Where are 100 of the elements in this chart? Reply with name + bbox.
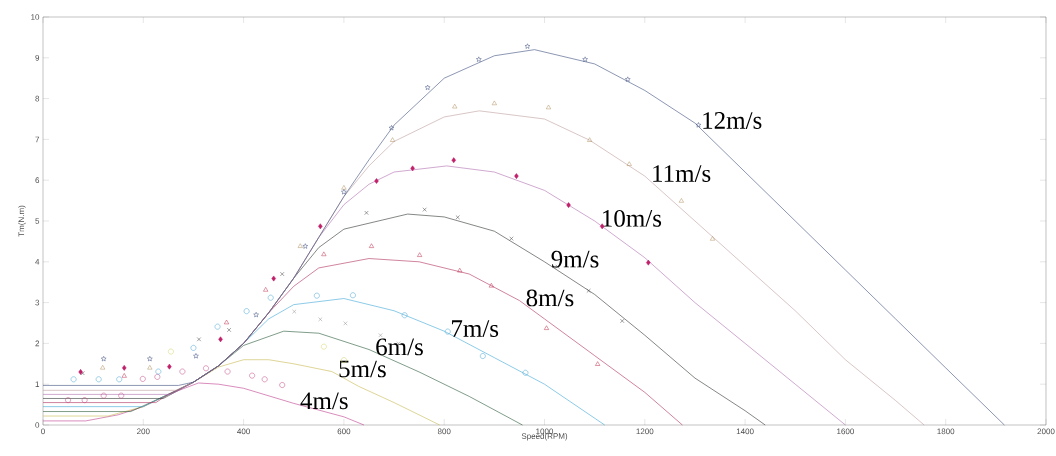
point bbox=[100, 392, 107, 399]
point bbox=[121, 373, 127, 378]
point bbox=[444, 328, 451, 335]
series-label: 7m/s bbox=[452, 320, 499, 337]
point bbox=[350, 292, 356, 299]
point bbox=[100, 356, 107, 362]
point bbox=[343, 321, 348, 326]
point bbox=[193, 353, 199, 359]
point bbox=[118, 392, 125, 399]
series-label: 6m/s bbox=[376, 338, 423, 356]
x-tick-label: 200 bbox=[137, 428, 150, 435]
point bbox=[625, 76, 631, 82]
point bbox=[455, 215, 460, 220]
point bbox=[267, 294, 274, 301]
point bbox=[341, 189, 347, 195]
point bbox=[190, 345, 197, 351]
point bbox=[451, 157, 456, 164]
x-tick-label: 1800 bbox=[937, 428, 955, 435]
point bbox=[179, 368, 186, 375]
x-tick-label: 1000 bbox=[536, 428, 554, 435]
point bbox=[646, 259, 651, 266]
point bbox=[620, 318, 625, 324]
x-tick-label: 0 bbox=[41, 428, 45, 435]
point bbox=[491, 100, 497, 106]
y-tick-label: 2 bbox=[35, 340, 40, 347]
point bbox=[279, 382, 286, 388]
y-tick-label: 4 bbox=[35, 259, 40, 265]
point bbox=[313, 292, 320, 299]
point bbox=[695, 122, 702, 128]
point bbox=[566, 202, 571, 208]
point bbox=[586, 288, 591, 293]
x-tick-label: 800 bbox=[437, 428, 451, 435]
point bbox=[203, 365, 209, 372]
x-tick-label: 400 bbox=[237, 428, 250, 435]
x-tick-label: 1200 bbox=[636, 428, 654, 435]
point bbox=[139, 376, 146, 382]
point bbox=[261, 376, 268, 383]
series-label: 11m/s bbox=[653, 165, 711, 182]
point bbox=[422, 207, 427, 212]
y-tick-label: 8 bbox=[35, 95, 40, 102]
point bbox=[280, 271, 285, 277]
point bbox=[457, 267, 463, 273]
x-tick-label: 2000 bbox=[1037, 428, 1055, 435]
point bbox=[147, 365, 153, 370]
y-tick-label: 1 bbox=[35, 381, 40, 387]
point bbox=[70, 376, 77, 383]
y-tick-label: 0 bbox=[35, 422, 40, 428]
y-axis-title: Tm(N.m) bbox=[18, 205, 26, 237]
point bbox=[374, 178, 379, 184]
series-label: 8m/s bbox=[526, 289, 574, 307]
point bbox=[587, 137, 593, 142]
point bbox=[167, 363, 172, 370]
x-tick-label: 1600 bbox=[837, 428, 854, 435]
point bbox=[410, 165, 415, 172]
point bbox=[678, 198, 684, 203]
point bbox=[321, 251, 327, 257]
point bbox=[524, 43, 531, 49]
point bbox=[364, 210, 369, 215]
point bbox=[249, 372, 255, 379]
y-tick-label: 6 bbox=[35, 177, 40, 184]
x-tick-label: 600 bbox=[337, 428, 351, 435]
point bbox=[582, 56, 588, 62]
point bbox=[318, 223, 323, 230]
point bbox=[224, 319, 230, 325]
point bbox=[81, 397, 88, 403]
point bbox=[218, 336, 223, 343]
point bbox=[368, 243, 374, 248]
point bbox=[302, 243, 309, 249]
point bbox=[488, 283, 494, 288]
point bbox=[479, 353, 486, 359]
point bbox=[595, 361, 601, 366]
x-tick-label: 1400 bbox=[736, 428, 754, 435]
point bbox=[378, 333, 383, 338]
point bbox=[271, 275, 276, 282]
point bbox=[243, 308, 250, 315]
point bbox=[147, 356, 153, 362]
point bbox=[297, 243, 303, 248]
y-tick-label: 9 bbox=[35, 54, 40, 61]
point bbox=[710, 236, 716, 241]
point bbox=[452, 103, 458, 109]
point bbox=[95, 376, 102, 383]
point bbox=[154, 374, 161, 380]
point bbox=[320, 343, 327, 350]
x-axis-title: Speed(RPM) bbox=[521, 433, 568, 441]
series-label: 4m/s bbox=[300, 392, 348, 410]
point bbox=[509, 236, 514, 241]
series-label: 9m/s bbox=[551, 250, 599, 268]
series-label: 5m/s bbox=[339, 360, 386, 378]
point bbox=[318, 317, 323, 322]
point bbox=[122, 365, 127, 371]
point bbox=[263, 287, 269, 292]
point bbox=[388, 125, 395, 131]
point bbox=[292, 309, 297, 314]
point bbox=[253, 311, 259, 318]
point bbox=[476, 56, 482, 62]
series-label: 10m/s bbox=[603, 209, 662, 227]
point bbox=[155, 368, 162, 375]
point bbox=[546, 104, 552, 110]
y-tick-label: 7 bbox=[35, 136, 40, 143]
point bbox=[196, 337, 202, 342]
